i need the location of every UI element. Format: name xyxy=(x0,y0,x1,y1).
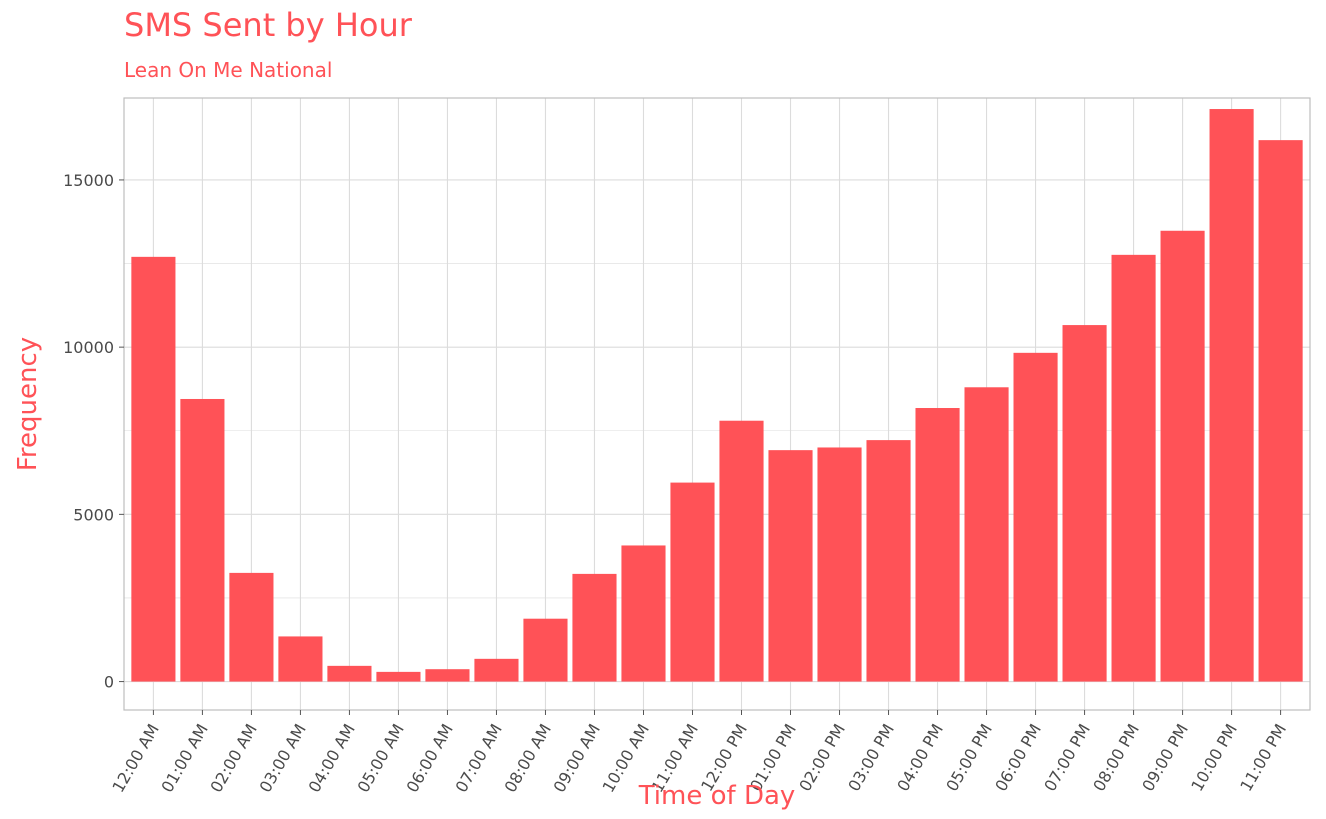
bar-22 xyxy=(1160,230,1205,682)
y-tick-label: 15000 xyxy=(63,171,114,190)
bar-1 xyxy=(131,256,176,682)
bar-16 xyxy=(866,440,911,682)
bar-4 xyxy=(278,636,323,682)
bar-19 xyxy=(1013,352,1058,682)
y-axis-title: Frequency xyxy=(13,337,43,471)
chart-title: SMS Sent by Hour xyxy=(124,6,412,44)
bar-14 xyxy=(768,450,813,682)
x-tick-label: 07:00 AM xyxy=(451,721,505,796)
y-tick-label: 10000 xyxy=(63,338,114,357)
x-tick-label: 11:00 PM xyxy=(1236,721,1290,795)
bar-13 xyxy=(719,420,764,682)
bar-12 xyxy=(670,482,715,682)
x-tick-label: 01:00 AM xyxy=(157,721,211,796)
bar-2 xyxy=(180,398,225,682)
bar-18 xyxy=(964,387,1009,682)
bar-10 xyxy=(572,573,617,682)
bar-23 xyxy=(1209,109,1254,682)
bar-5 xyxy=(327,665,372,682)
x-tick-label: 05:00 PM xyxy=(942,720,996,794)
bar-7 xyxy=(425,669,470,682)
x-tick-label: 12:00 AM xyxy=(108,721,162,796)
y-tick-label: 5000 xyxy=(73,505,114,524)
x-axis-title: Time of Day xyxy=(638,781,796,811)
bar-24 xyxy=(1258,140,1303,682)
bar-11 xyxy=(621,545,666,682)
x-tick-label: 04:00 PM xyxy=(893,721,947,795)
x-tick-label: 08:00 AM xyxy=(501,721,555,796)
x-tick-label: 02:00 PM xyxy=(795,721,849,795)
plot-panel-border xyxy=(123,97,1311,711)
x-tick-label: 03:00 PM xyxy=(844,721,898,795)
x-tick-label: 04:00 AM xyxy=(304,721,358,796)
bar-9 xyxy=(523,618,568,682)
x-tick-label: 09:00 PM xyxy=(1138,721,1192,795)
x-tick-label: 06:00 AM xyxy=(402,721,456,796)
x-tick-label: 09:00 AM xyxy=(550,721,604,796)
x-tick-label: 05:00 AM xyxy=(353,721,407,796)
y-tick-label: 0 xyxy=(104,673,114,692)
bar-15 xyxy=(817,447,862,682)
x-tick-label: 10:00 PM xyxy=(1187,721,1241,795)
x-tick-label: 07:00 PM xyxy=(1040,721,1094,795)
bar-8 xyxy=(474,658,519,682)
x-tick-label: 02:00 AM xyxy=(206,721,260,796)
chart-subtitle: Lean On Me National xyxy=(124,58,333,82)
bar-3 xyxy=(229,572,274,682)
x-tick-label: 03:00 AM xyxy=(255,721,309,796)
bar-17 xyxy=(915,408,960,682)
bar-6 xyxy=(376,671,421,682)
x-tick-label: 08:00 PM xyxy=(1089,721,1143,795)
bar-21 xyxy=(1111,254,1156,682)
x-tick-label: 06:00 PM xyxy=(991,721,1045,795)
bar-20 xyxy=(1062,325,1107,682)
bars xyxy=(131,109,1303,682)
